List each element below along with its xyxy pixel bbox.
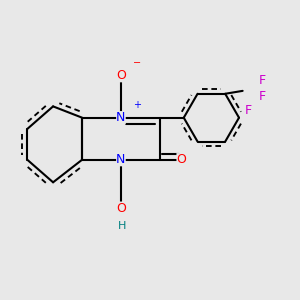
Text: F: F — [258, 90, 266, 103]
Text: O: O — [116, 202, 126, 215]
Text: O: O — [116, 69, 126, 82]
Text: H: H — [117, 221, 126, 231]
Text: N: N — [116, 111, 126, 124]
Text: −: − — [133, 58, 141, 68]
Text: N: N — [116, 153, 126, 166]
Text: F: F — [245, 103, 252, 117]
Text: O: O — [177, 153, 186, 166]
Text: F: F — [258, 74, 266, 87]
Text: +: + — [133, 100, 141, 110]
